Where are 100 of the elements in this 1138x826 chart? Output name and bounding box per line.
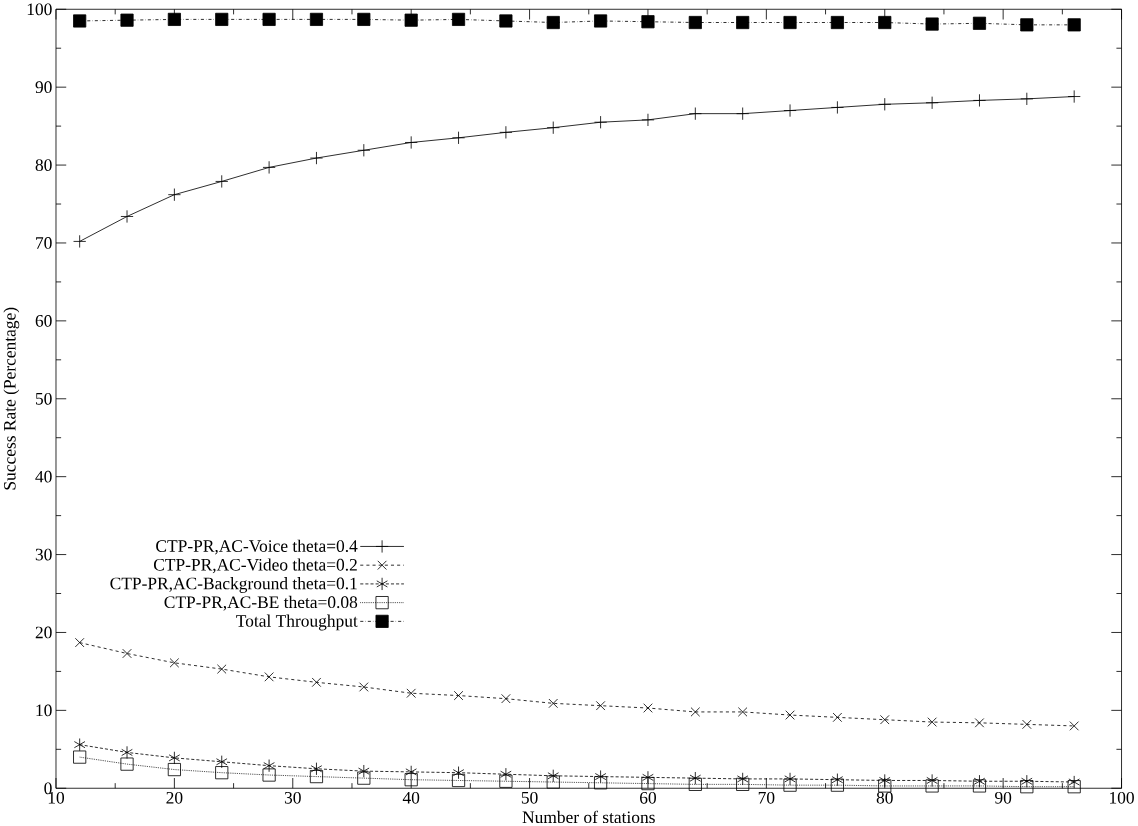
point: [547, 769, 559, 783]
point: [689, 771, 702, 785]
y-tick-label: 20: [35, 626, 52, 639]
point: [167, 12, 181, 26]
point: [262, 12, 276, 26]
x-tick-label: 90: [995, 791, 1012, 804]
point: [501, 693, 511, 704]
point: [451, 773, 466, 787]
x-tick-label: 100: [1110, 791, 1134, 804]
point: [121, 745, 133, 759]
point: [927, 717, 937, 727]
point: [1069, 720, 1079, 731]
y-tick-label: 100: [27, 3, 52, 15]
point: [73, 14, 87, 28]
x-tick-label: 30: [284, 791, 301, 804]
point: [215, 765, 229, 779]
point: [546, 775, 560, 789]
point: [643, 703, 653, 713]
point: [974, 717, 985, 728]
point: [216, 664, 227, 674]
point: [1020, 18, 1034, 32]
point: [451, 12, 466, 26]
point: [358, 764, 370, 778]
point: [594, 769, 607, 783]
y-tick-label: 60: [35, 314, 52, 327]
x-tick-label: 40: [402, 791, 420, 804]
point: [546, 15, 560, 29]
point: [736, 15, 750, 29]
point: [736, 777, 750, 791]
point: [1067, 779, 1081, 794]
legend-label: CTP-PR,AC-Video theta=0.2: [153, 558, 357, 573]
point: [690, 706, 701, 717]
point: [404, 772, 418, 787]
point: [595, 700, 606, 711]
legend-label: CTP-PR,AC-BE theta=0.08: [164, 595, 358, 611]
point: [688, 777, 702, 791]
y-tick-label: 0: [44, 782, 52, 794]
y-tick-label: 80: [35, 158, 52, 171]
x-tick-label: 50: [521, 791, 538, 804]
y-tick-label: 40: [35, 470, 52, 483]
point: [783, 778, 797, 792]
point: [499, 14, 513, 28]
point: [880, 714, 890, 725]
point: [453, 690, 464, 701]
y-tick-label: 50: [35, 392, 52, 405]
point: [688, 15, 702, 29]
legend-label: CTP-PR,AC-Background theta=0.1: [110, 576, 357, 593]
point: [405, 765, 417, 779]
point: [264, 671, 274, 682]
point: [1020, 779, 1034, 794]
point: [310, 762, 323, 776]
point: [357, 12, 371, 26]
point: [548, 698, 558, 708]
point: [500, 767, 512, 781]
point: [972, 16, 987, 30]
point: [1067, 18, 1081, 32]
point: [357, 771, 371, 785]
point: [926, 773, 938, 787]
legend-label: Total Throughput: [236, 614, 358, 631]
y-tick-label: 70: [36, 236, 52, 249]
legend-label: CTP-PR,AC-Voice theta=0.4: [156, 539, 358, 555]
y-tick-label: 30: [35, 548, 52, 561]
y-tick-label: 90: [35, 81, 52, 93]
point: [167, 762, 181, 776]
point: [309, 769, 324, 783]
point: [215, 12, 229, 26]
point: [1022, 719, 1032, 729]
point: [168, 751, 181, 765]
point: [830, 778, 844, 792]
point: [120, 13, 134, 27]
point: [925, 779, 939, 793]
point: [784, 772, 796, 786]
point: [736, 772, 749, 786]
point: [785, 710, 795, 720]
point: [122, 648, 132, 659]
point: [879, 773, 891, 787]
x-tick-label: 70: [758, 791, 775, 804]
point: [1021, 774, 1033, 788]
point: [406, 688, 416, 698]
x-tick-label: 80: [876, 791, 893, 804]
point: [452, 765, 465, 779]
point: [120, 757, 134, 771]
point: [309, 12, 324, 26]
point: [973, 774, 986, 788]
point: [74, 637, 85, 648]
point: [832, 712, 843, 722]
x-tick-label: 60: [640, 791, 657, 804]
point: [73, 750, 87, 764]
point: [311, 677, 322, 687]
point: [641, 14, 655, 29]
point: [404, 13, 418, 27]
point: [737, 706, 748, 717]
point: [878, 15, 892, 29]
point: [642, 770, 654, 784]
point: [594, 14, 608, 28]
point: [359, 682, 369, 692]
point: [262, 768, 276, 782]
point: [641, 776, 655, 790]
x-axis-title: Number of stations: [522, 810, 655, 823]
point: [925, 17, 939, 31]
